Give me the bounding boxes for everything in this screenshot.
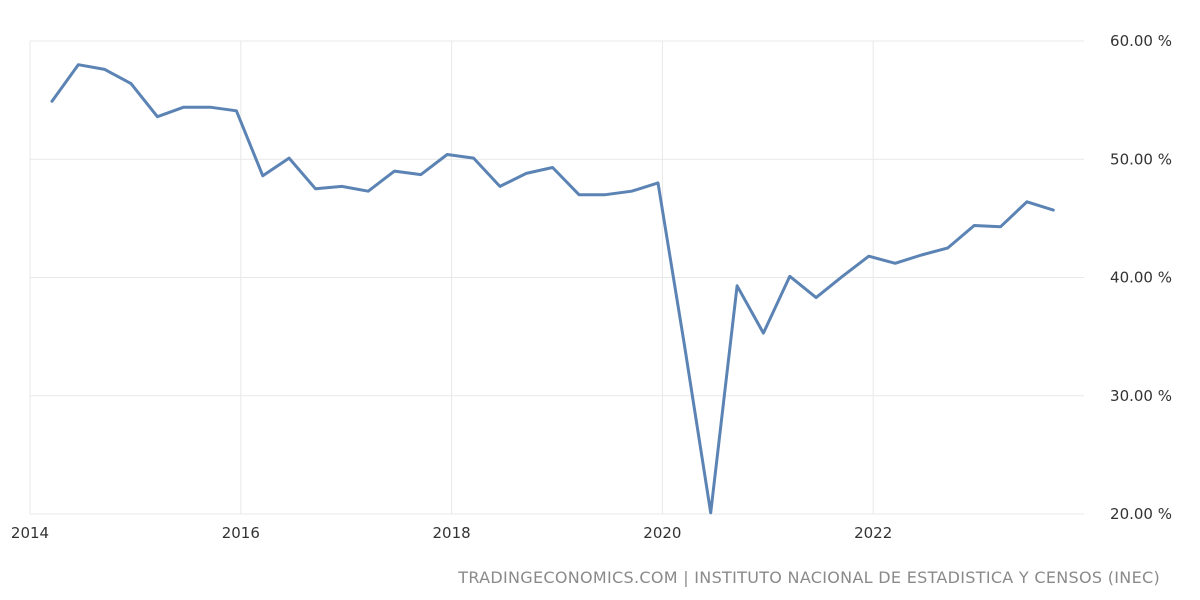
source-attribution: TRADINGECONOMICS.COM | INSTITUTO NACIONA… bbox=[458, 568, 1160, 587]
series-line bbox=[50, 63, 1055, 515]
grid bbox=[29, 40, 1084, 515]
y-tick-label: 20.00 % bbox=[1110, 505, 1172, 523]
x-tick-label: 2014 bbox=[11, 524, 49, 542]
y-tick-label: 60.00 % bbox=[1110, 32, 1172, 50]
series-layer bbox=[50, 63, 1055, 515]
y-tick-label: 30.00 % bbox=[1110, 387, 1172, 405]
x-axis: 2014 2016 2018 2020 2022 bbox=[11, 524, 892, 542]
x-tick-label: 2022 bbox=[854, 524, 892, 542]
y-axis: 60.00 % 50.00 % 40.00 % 30.00 % 20.00 % bbox=[1110, 32, 1172, 523]
x-tick-label: 2016 bbox=[222, 524, 260, 542]
x-tick-label: 2020 bbox=[643, 524, 681, 542]
y-tick-label: 50.00 % bbox=[1110, 150, 1172, 168]
x-tick-label: 2018 bbox=[433, 524, 471, 542]
y-tick-label: 40.00 % bbox=[1110, 269, 1172, 287]
